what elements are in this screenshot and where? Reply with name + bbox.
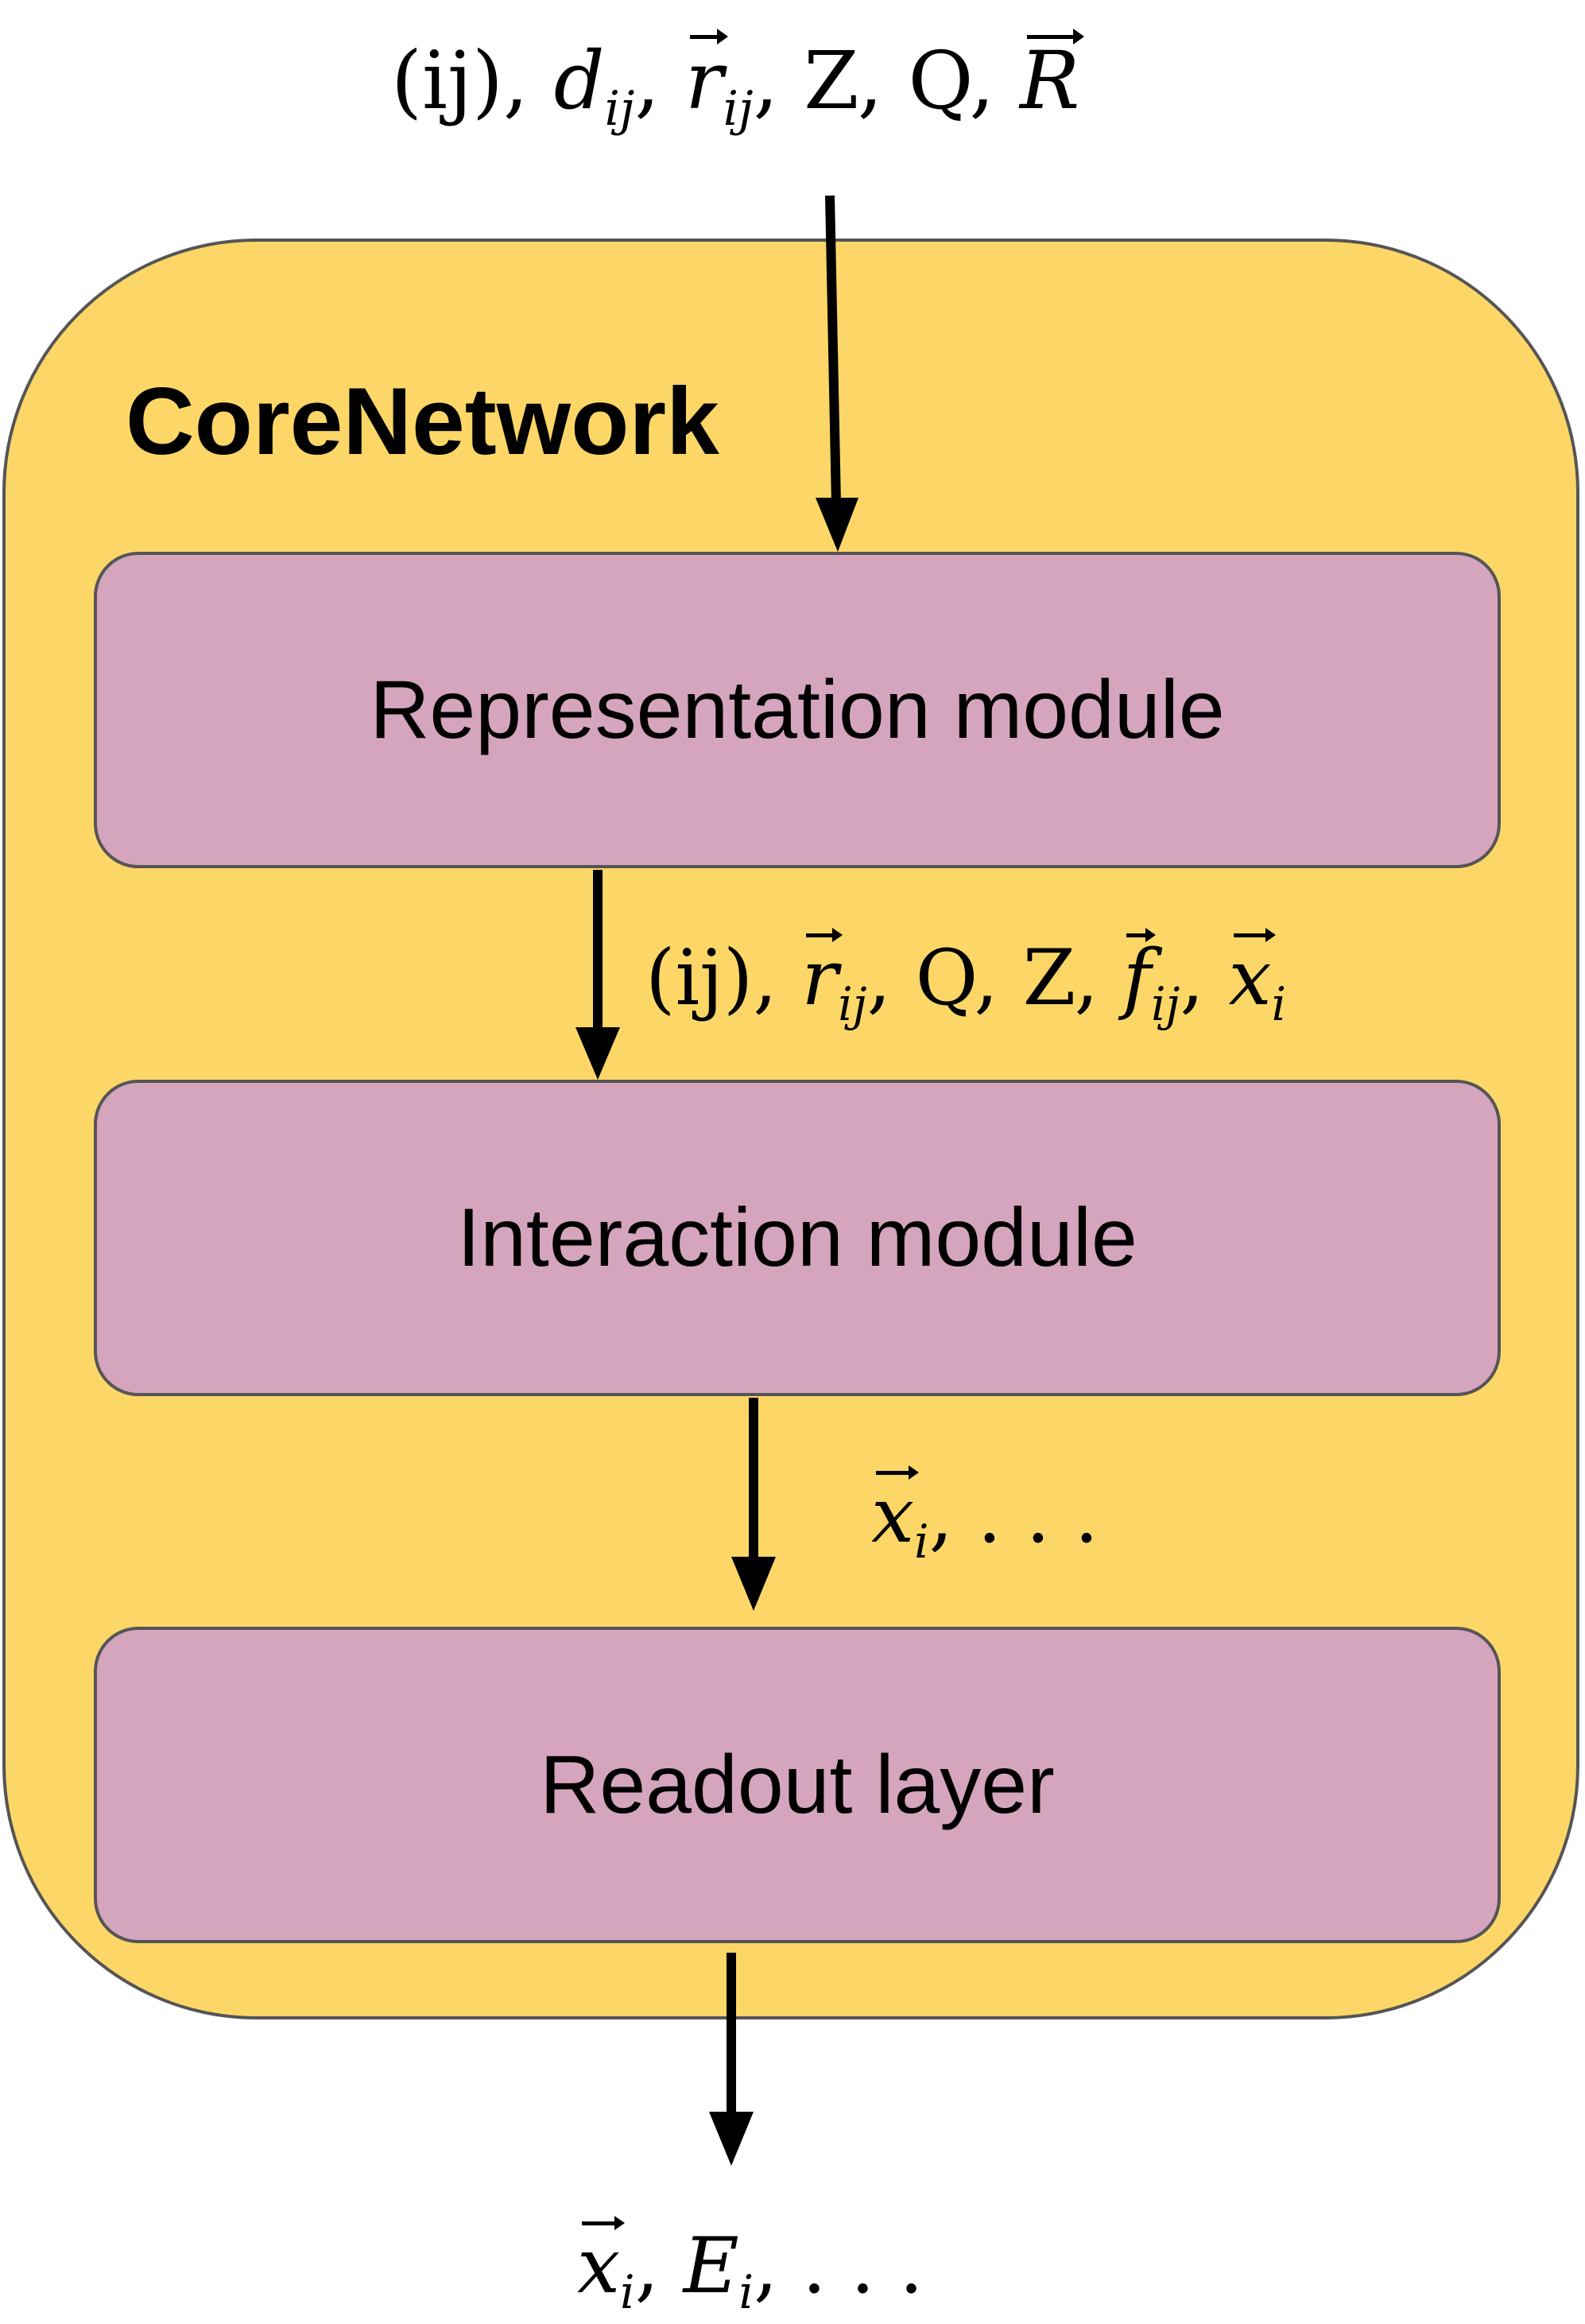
output-sep-text: , xyxy=(634,2221,684,2310)
representation-module: Representation module xyxy=(94,552,1501,868)
output-x-subscript: i xyxy=(620,2266,635,2320)
output-label: xi, Ei, . . . xyxy=(577,2215,924,2315)
input-r-subscript: ij xyxy=(723,81,754,137)
edge2-rest-text: , . . . xyxy=(928,1471,1099,1560)
edge1-pair-text: (ij), xyxy=(645,933,802,1022)
edge-label-representation-interaction: (ij), rij, Q, Z, fij, xi xyxy=(645,927,1287,1032)
output-E-subscript: i xyxy=(738,2266,754,2320)
output-E-symbol: E xyxy=(683,2221,739,2310)
input-r-vector: r xyxy=(684,29,728,127)
edge1-middle-text: , Q, Z, xyxy=(866,933,1123,1022)
output-x-vector: x xyxy=(577,2215,626,2310)
edge1-f-vector: f xyxy=(1122,927,1156,1022)
edge1-x-subscript: i xyxy=(1271,978,1287,1032)
input-pair-text: (ij), xyxy=(391,34,554,127)
edge2-x-vector: x xyxy=(871,1465,920,1560)
readout-layer-label: Readout layer xyxy=(540,1738,1055,1831)
input-d-symbol: d xyxy=(553,34,605,127)
edge1-x-vector: x xyxy=(1228,927,1277,1022)
representation-module-label: Representation module xyxy=(370,663,1225,756)
edge2-x-subscript: i xyxy=(914,1515,929,1569)
edge1-r-subscript: ij xyxy=(838,978,867,1032)
input-rest-text: , Z, Q, xyxy=(753,34,1021,127)
interaction-module: Interaction module xyxy=(94,1080,1501,1396)
input-R-vector: R xyxy=(1020,29,1085,127)
edge1-r-vector: r xyxy=(801,927,843,1022)
edge1-f-subscript: ij xyxy=(1151,978,1180,1032)
input-label: (ij), dij, rij, Z, Q, R xyxy=(391,29,1085,137)
interaction-module-label: Interaction module xyxy=(457,1191,1137,1284)
input-d-subscript: ij xyxy=(604,81,635,137)
output-rest-text: , . . . xyxy=(754,2221,924,2310)
core-network-title: CoreNetwork xyxy=(126,368,719,475)
readout-layer: Readout layer xyxy=(94,1627,1501,1943)
edge-label-interaction-readout: xi, . . . xyxy=(871,1465,1099,1565)
